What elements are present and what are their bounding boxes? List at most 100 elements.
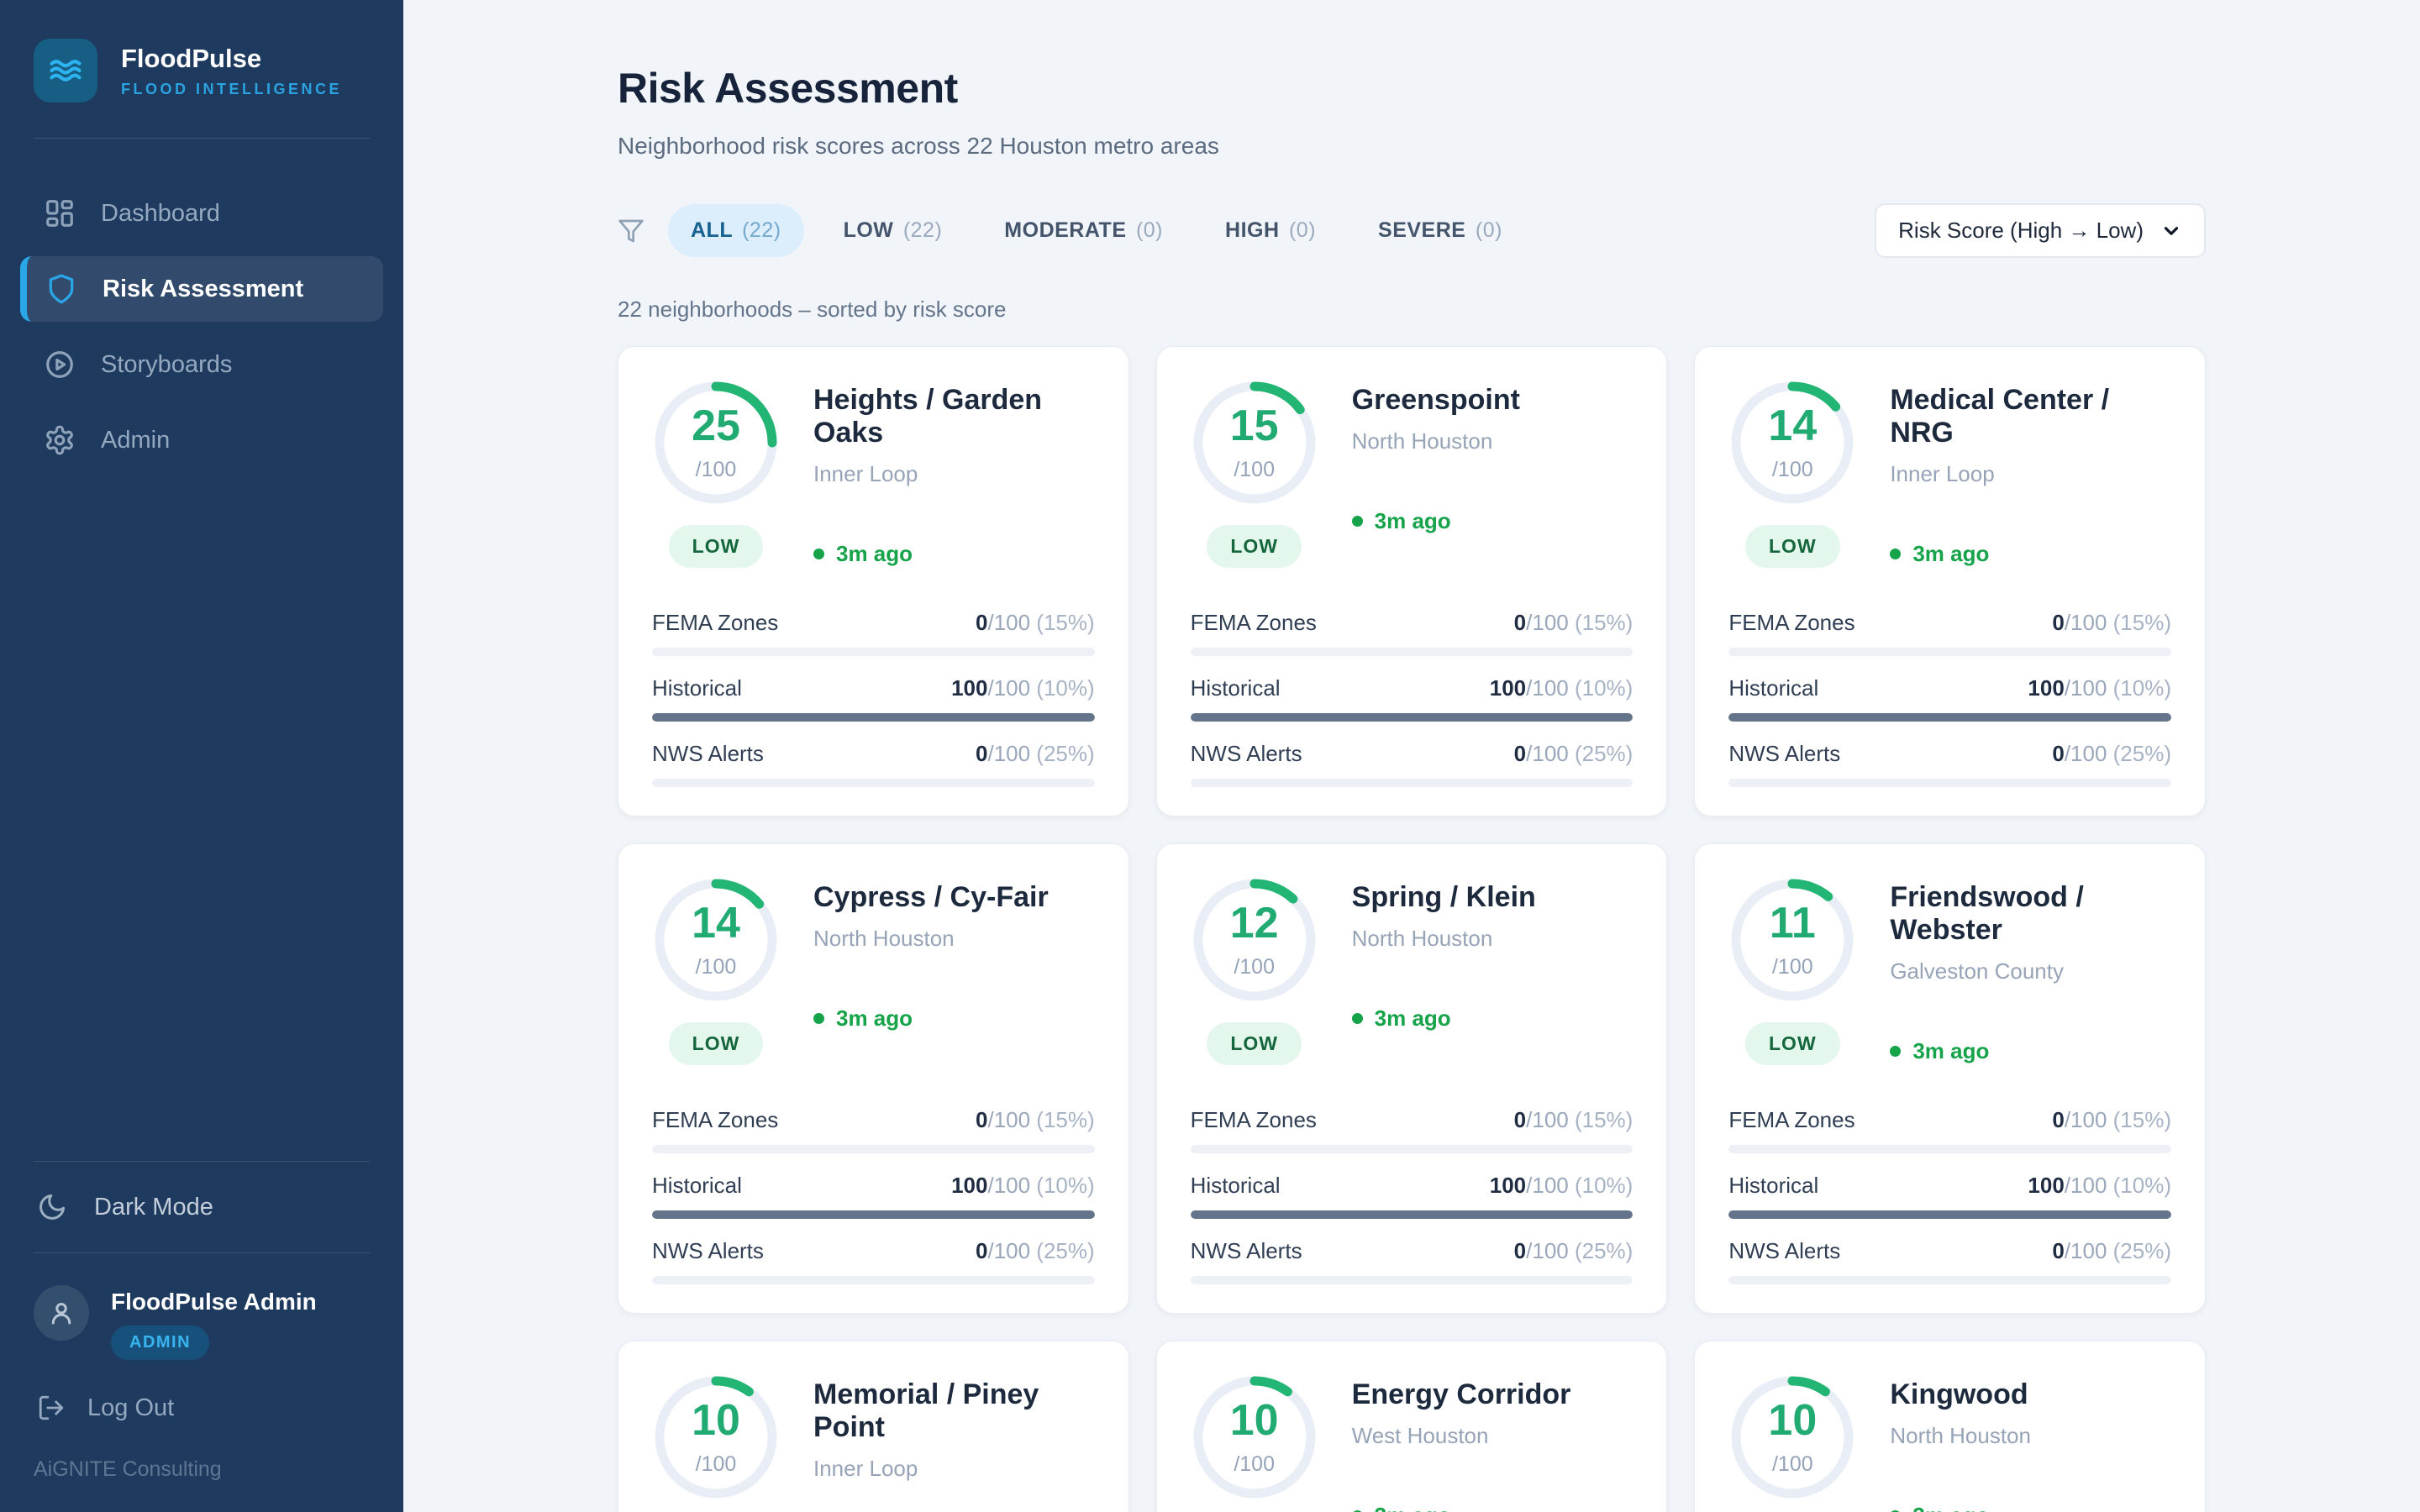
metric-value: 0/100 (15%) <box>1513 610 1634 635</box>
filter-tab-severe[interactable]: SEVERE (0) <box>1355 204 1525 257</box>
last-updated: 3m ago <box>813 1005 1049 1032</box>
metric-progress-bar <box>1190 713 1634 722</box>
avatar <box>34 1285 89 1341</box>
metric-row: Historical 100/100 (10%) <box>652 1173 1095 1219</box>
card-header: 14 /100 LOW Cypress / Cy-Fair North Hous… <box>652 876 1095 1065</box>
neighborhood-name: Greenspoint <box>1351 384 1520 416</box>
metric-value: 100/100 (10%) <box>1489 1173 1634 1198</box>
sidebar-item-risk-assessment[interactable]: Risk Assessment <box>20 256 383 322</box>
filter-tab-low[interactable]: LOW (22) <box>821 204 965 257</box>
sidebar-footer-text: AiGNITE Consulting <box>34 1457 222 1481</box>
neighborhood-name: Kingwood <box>1890 1378 2028 1410</box>
sidebar-item-admin[interactable]: Admin <box>20 407 383 473</box>
status-dot-icon <box>813 549 824 559</box>
sidebar-item-label: Storyboards <box>101 350 233 378</box>
metric-label: NWS Alerts <box>1190 1238 1302 1263</box>
metric-value: 0/100 (25%) <box>976 1238 1095 1263</box>
neighborhood-area: Inner Loop <box>813 461 918 486</box>
metric-progress-bar <box>652 779 1095 787</box>
metric-label: Historical <box>1190 1173 1281 1198</box>
metric-row: Historical 100/100 (10%) <box>1728 675 2171 722</box>
sidebar-item-dashboard[interactable]: Dashboard <box>20 181 383 246</box>
metric-row: NWS Alerts 0/100 (25%) <box>652 741 1095 787</box>
sidebar-bottom: Dark Mode FloodPulse Admin ADMIN Log Out… <box>0 1161 403 1512</box>
metric-progress-bar <box>1728 1210 2171 1219</box>
metric-value: 0/100 (25%) <box>2052 741 2171 766</box>
risk-level-badge: LOW <box>1745 525 1840 568</box>
risk-score-value: 11 <box>1769 898 1816 948</box>
risk-score-max: /100 <box>695 954 737 979</box>
risk-card[interactable]: 11 /100 LOW Friendswood / Webster Galves… <box>1694 843 2206 1314</box>
sort-dropdown-value: Risk Score (High → Low) <box>1898 218 2144 243</box>
metric-progress-bar <box>1190 648 1634 656</box>
brand-name: FloodPulse <box>121 43 262 73</box>
metric-list: FEMA Zones 0/100 (15%) Historical 100/100 (… <box>1190 610 1634 787</box>
sidebar-item-storyboards[interactable]: Storyboards <box>20 332 383 397</box>
risk-card[interactable]: 14 /100 LOW Medical Center / NRG Inner L… <box>1694 346 2206 816</box>
last-updated: 3m ago <box>1890 1038 2171 1064</box>
metric-row: FEMA Zones 0/100 (15%) <box>652 610 1095 656</box>
metric-row: FEMA Zones 0/100 (15%) <box>1728 610 2171 656</box>
risk-score-value: 14 <box>1768 401 1818 450</box>
dark-mode-toggle[interactable]: Dark Mode <box>0 1162 403 1252</box>
role-badge: ADMIN <box>111 1326 210 1360</box>
metric-label: NWS Alerts <box>652 741 764 766</box>
metric-row: FEMA Zones 0/100 (15%) <box>652 1107 1095 1153</box>
sort-dropdown[interactable]: Risk Score (High → Low) <box>1875 203 2206 258</box>
risk-card[interactable]: 14 /100 LOW Cypress / Cy-Fair North Hous… <box>618 843 1129 1314</box>
risk-card[interactable]: 12 /100 LOW Spring / Klein North Houston… <box>1155 843 1668 1314</box>
last-updated: 3m ago <box>1351 1503 1571 1512</box>
risk-card[interactable]: 25 /100 LOW Heights / Garden Oaks Inner … <box>618 346 1129 816</box>
metric-value: 100/100 (10%) <box>951 1173 1095 1198</box>
filter-tab-moderate[interactable]: MODERATE (0) <box>981 204 1186 257</box>
shield-icon <box>45 273 77 305</box>
metric-row: NWS Alerts 0/100 (25%) <box>652 1238 1095 1284</box>
risk-card[interactable]: 15 /100 LOW Greenspoint North Houston 3m… <box>1155 346 1668 816</box>
metric-value: 0/100 (25%) <box>976 741 1095 766</box>
risk-score-gauge: 10 /100 <box>652 1373 780 1501</box>
metric-value: 0/100 (15%) <box>976 610 1095 635</box>
status-dot-icon <box>1351 1013 1363 1024</box>
risk-card[interactable]: 10 /100 LOW Energy Corridor West Houston… <box>1155 1341 1668 1512</box>
metric-progress-bar <box>1728 713 2171 722</box>
neighborhood-name: Energy Corridor <box>1351 1378 1571 1410</box>
risk-score-max: /100 <box>1234 954 1275 979</box>
metric-row: Historical 100/100 (10%) <box>1190 1173 1634 1219</box>
gear-icon <box>44 424 76 456</box>
metric-label: FEMA Zones <box>1190 1107 1317 1132</box>
card-header: 12 /100 LOW Spring / Klein North Houston… <box>1191 876 1634 1065</box>
chevron-down-icon <box>2160 220 2182 242</box>
neighborhood-name: Spring / Klein <box>1351 881 1536 913</box>
metric-list: FEMA Zones 0/100 (15%) Historical 100/100 (… <box>1190 1107 1634 1284</box>
metric-progress-bar <box>1190 779 1634 787</box>
risk-card[interactable]: 10 /100 LOW Kingwood North Houston 3m ag… <box>1694 1341 2206 1512</box>
metric-progress-bar <box>652 1210 1095 1219</box>
risk-score-gauge: 25 /100 <box>652 379 780 507</box>
metric-progress-bar <box>1190 1210 1634 1219</box>
metric-label: NWS Alerts <box>1728 741 1841 766</box>
risk-level-badge: LOW <box>1207 1022 1302 1065</box>
filter-tab-all[interactable]: ALL (22) <box>668 204 804 257</box>
metric-progress-bar <box>1728 1276 2171 1284</box>
neighborhood-name: Medical Center / NRG <box>1890 384 2110 449</box>
metric-label: FEMA Zones <box>652 1107 779 1132</box>
metric-label: FEMA Zones <box>652 610 779 635</box>
metric-value: 0/100 (15%) <box>2052 1107 2171 1132</box>
metric-value: 0/100 (15%) <box>1513 1107 1634 1132</box>
risk-card-grid: 25 /100 LOW Heights / Garden Oaks Inner … <box>618 346 2206 1512</box>
risk-card[interactable]: 10 /100 LOW Memorial / Piney Point Inner… <box>618 1341 1129 1512</box>
status-dot-icon <box>1890 1510 1902 1512</box>
metric-value: 0/100 (15%) <box>976 1107 1095 1132</box>
neighborhood-area: Galveston County <box>1890 958 2064 984</box>
metric-label: Historical <box>1190 675 1281 701</box>
metric-value: 0/100 (25%) <box>2052 1238 2171 1263</box>
neighborhood-name: Cypress / Cy-Fair <box>813 881 1049 913</box>
logout-button[interactable]: Log Out <box>0 1365 403 1422</box>
risk-score-gauge: 10 /100 <box>1191 1373 1318 1501</box>
neighborhood-name: Friendswood / Webster <box>1890 881 2084 946</box>
card-header: 10 /100 LOW Memorial / Piney Point Inner… <box>652 1373 1095 1512</box>
metric-value: 100/100 (10%) <box>2028 675 2171 701</box>
filter-tab-high[interactable]: HIGH (0) <box>1202 204 1339 257</box>
status-dot-icon <box>1351 1510 1363 1512</box>
results-summary: 22 neighborhoods – sorted by risk score <box>618 297 1007 322</box>
